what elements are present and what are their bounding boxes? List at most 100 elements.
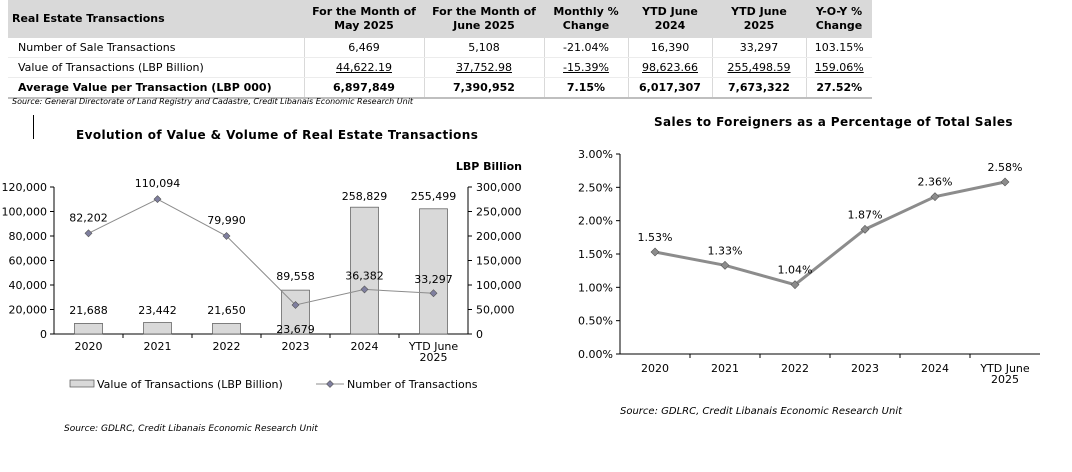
legend-line-marker: [326, 380, 334, 388]
left-chart-source: Source: GDLRC, Credit Libanais Economic …: [64, 424, 318, 434]
x-tick-label: 2023: [851, 362, 879, 375]
header-monthly-change: Monthly % Change: [544, 0, 628, 38]
right-y-tick-label: 150,000: [476, 255, 522, 268]
table-cell: 6,469: [303, 38, 424, 58]
legend-bar-label: Value of Transactions (LBP Billion): [97, 378, 283, 391]
table-cell: 37,752.98: [423, 57, 544, 78]
transactions-point: [291, 301, 300, 309]
foreign-sales-point: [650, 247, 660, 257]
table-row: Value of Transactions (LBP Billion) 44,6…: [8, 57, 872, 78]
row-label: Value of Transactions (LBP Billion): [8, 57, 304, 78]
divider-line: [33, 115, 34, 139]
left-y-tick-label: 40,000: [9, 279, 48, 292]
table-row: Average Value per Transaction (LBP 000) …: [8, 77, 872, 99]
value-bar: [212, 323, 241, 335]
left-y-tick-label: 120,000: [2, 181, 48, 194]
foreign-sales-point: [790, 280, 800, 290]
left-y-tick-label: 60,000: [9, 255, 48, 268]
left-y-tick-label: 100,000: [2, 206, 48, 219]
header-title: Real Estate Transactions: [8, 0, 304, 38]
right-y-tick-label: 0: [476, 328, 483, 341]
left-y-tick-label: 0: [40, 328, 47, 341]
left-y-tick-label: 80,000: [9, 230, 48, 243]
x-tick-label: YTD June: [979, 362, 1030, 375]
table-cell: 16,390: [627, 38, 712, 58]
x-tick-label: 2024: [351, 340, 379, 353]
right-y-tick-label: 200,000: [476, 230, 522, 243]
table-cell: -15.39%: [543, 57, 628, 78]
header-may-2025: For the Month of May 2025: [304, 0, 424, 38]
table-cell: 103.15%: [805, 38, 872, 58]
line-data-label: 110,094: [135, 177, 181, 190]
transactions-table: Real Estate Transactions For the Month o…: [8, 0, 872, 99]
data-label: 1.33%: [708, 244, 743, 257]
table-row: Number of Sale Transactions 6,469 5,108 …: [8, 38, 872, 58]
right-y-tick-label: 300,000: [476, 181, 522, 194]
transactions-point: [84, 229, 93, 238]
value-bar: [419, 208, 448, 335]
x-tick-label: 2022: [781, 362, 809, 375]
bar-data-label: 255,499: [411, 190, 457, 203]
foreign-sales-point: [1000, 177, 1010, 187]
y-tick-label: 2.00%: [578, 215, 613, 228]
table-cell: 255,498.59: [711, 57, 806, 78]
y-tick-label: 0.50%: [578, 315, 613, 328]
x-tick-label: 2020: [75, 340, 103, 353]
left-chart-title: Evolution of Value & Volume of Real Esta…: [76, 128, 479, 142]
header-ytd-2024: YTD June 2024: [628, 0, 712, 38]
bar-data-label: 89,558: [276, 270, 315, 283]
legend-bar-swatch: [69, 379, 95, 388]
x-tick-label: 2025: [420, 351, 448, 364]
line-data-label: 36,382: [345, 269, 384, 282]
x-tick-label: 2024: [921, 362, 949, 375]
foreign-sales-point: [720, 260, 730, 270]
table-cell: 5,108: [423, 38, 544, 58]
transactions-point: [222, 232, 231, 240]
table-header-row: Real Estate Transactions For the Month o…: [8, 0, 872, 38]
right-chart-title: Sales to Foreigners as a Percentage of T…: [654, 115, 1013, 129]
x-tick-label: 2025: [991, 373, 1019, 386]
table-cell: 98,623.66: [627, 57, 712, 78]
bar-data-label: 21,688: [69, 304, 108, 317]
value-bar: [74, 323, 103, 335]
x-tick-label: 2023: [282, 340, 310, 353]
table-cell: 6,017,307: [627, 77, 712, 99]
foreign-sales-chart: 3.00% 2.50% 2.00% 1.50% 1.00% 0.50% 0.00% 2020 2…: [578, 148, 1040, 386]
table-source-note: Source: General Directorate of Land Regi…: [12, 97, 414, 106]
table-cell: 33,297: [711, 38, 806, 58]
foreign-sales-line: [654, 180, 1006, 287]
value-bar: [143, 322, 172, 335]
bar-data-label: 21,650: [207, 304, 246, 317]
table-cell: 27.52%: [805, 77, 872, 99]
header-yoy-change: Y-O-Y % Change: [806, 0, 872, 38]
x-tick-label: 2020: [641, 362, 669, 375]
right-y-tick-label: 50,000: [476, 304, 515, 317]
line-data-label: 79,990: [207, 214, 246, 227]
y-tick-label: 2.50%: [578, 181, 613, 194]
transactions-line: [88, 198, 434, 306]
bar-data-label: 23,442: [138, 304, 177, 317]
right-y-tick-label: 250,000: [476, 206, 522, 219]
table-cell: 7,390,952: [423, 77, 544, 99]
right-chart-source: Source: GDLRC, Credit Libanais Economic …: [620, 406, 903, 417]
data-label: 1.53%: [638, 231, 673, 244]
x-tick-label: YTD June: [408, 340, 459, 353]
legend-line-label: Number of Transactions: [347, 378, 478, 391]
table-cell: 7,673,322: [711, 77, 806, 99]
left-y-tick-label: 20,000: [9, 304, 48, 317]
bar-data-label: 258,829: [342, 190, 388, 203]
x-tick-label: 2021: [144, 340, 172, 353]
header-june-2025: For the Month of June 2025: [424, 0, 544, 38]
data-label: 1.04%: [778, 264, 813, 277]
x-tick-label: 2022: [213, 340, 241, 353]
line-data-label: 33,297: [414, 273, 453, 286]
table-cell: 159.06%: [805, 57, 872, 78]
foreign-sales-point: [930, 192, 940, 202]
x-tick-label: 2021: [711, 362, 739, 375]
foreign-sales-point: [860, 224, 870, 234]
value-volume-chart: 120,000 100,000 80,000 60,000 40,000 20,000 0 3…: [2, 160, 523, 391]
value-bar: [350, 206, 379, 335]
y-tick-label: 0.00%: [578, 348, 613, 361]
table-cell: 7.15%: [543, 77, 628, 99]
header-ytd-2025: YTD June 2025: [712, 0, 806, 38]
